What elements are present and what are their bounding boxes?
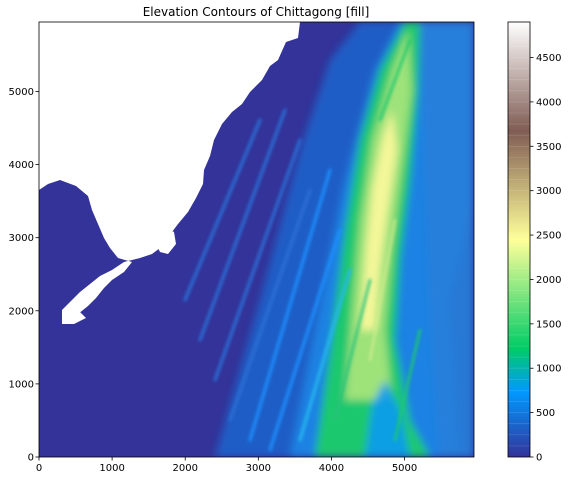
x-tick-label: 1000 [99,463,124,474]
masked-island [156,228,176,254]
colorbar-tick-label: 2000 [536,275,561,286]
y-tick-label: 3000 [9,233,34,244]
colorbar-ticks: 0 500 1000 1500 2000 2500 3000 3500 4000 4500 [530,53,561,464]
eastern-plateau [420,22,474,457]
colorbar: 0 500 1000 1500 2000 2500 3000 3500 4000 4500 [507,21,561,464]
x-tick-label: 5000 [392,463,417,474]
streak [213,138,302,382]
streak [228,188,312,422]
colorbar-tick-label: 1500 [536,319,561,330]
elevation-field [39,22,474,457]
y-tick-label: 5000 [9,87,34,98]
streak [333,278,372,422]
y-tick-label: 4000 [9,160,34,171]
colorbar-tick-label: 0 [536,453,542,464]
colorbar-tick-label: 3000 [536,186,561,197]
masked-island [116,194,132,230]
plot-frame [38,21,475,458]
southern-valley [365,380,410,457]
ridge-streaks [183,38,422,452]
x-tick-label: 3000 [246,463,271,474]
colorbar-fill [508,22,530,457]
y-axis: 0 1000 2000 3000 4000 5000 [9,87,39,464]
streak [268,228,342,452]
colorbar-tick-label: 4500 [536,53,561,64]
masked-island [62,312,86,324]
streak [378,38,412,122]
colorbar-tick-label: 1000 [536,364,561,375]
y-tick-label: 0 [28,453,34,464]
colorbar-tick-label: 3500 [536,142,561,153]
streak [248,168,332,442]
x-axis: 0 1000 2000 3000 4000 5000 [36,457,417,474]
streak [198,108,287,342]
x-tick-label: 0 [36,463,42,474]
y-tick-label: 1000 [9,379,34,390]
ridge-crest [360,110,397,330]
masked-sea-region [39,22,300,320]
streak [183,118,262,302]
colorbar-tick-label: 4000 [536,97,561,108]
streak [369,219,396,361]
colorbar-frame [507,21,531,458]
x-tick-label: 2000 [172,463,197,474]
terrain-layers [215,22,474,457]
x-tick-label: 4000 [319,463,344,474]
y-tick-label: 2000 [9,306,34,317]
colorbar-tick-label: 500 [536,408,555,419]
streak [393,328,422,442]
colorbar-tick-label: 2500 [536,231,561,242]
colorbar-levels [508,23,530,447]
chart-title: Elevation Contours of Chittagong [fill] [143,5,370,19]
streak [298,268,352,442]
